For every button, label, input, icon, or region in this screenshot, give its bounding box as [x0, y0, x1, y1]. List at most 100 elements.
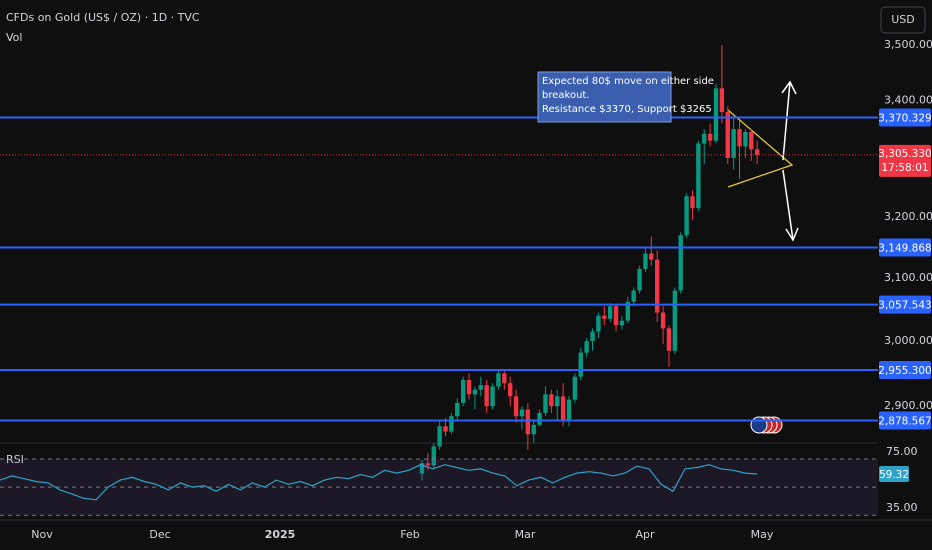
- candle-body: [549, 394, 554, 407]
- candle-body: [531, 424, 536, 435]
- time-label: Apr: [635, 528, 655, 541]
- triangle: [727, 109, 794, 188]
- candle-body: [590, 331, 595, 342]
- level-label: 3,149.868: [878, 242, 931, 254]
- candle-body: [425, 463, 431, 466]
- annotation-box: [537, 71, 672, 123]
- candle-body: [649, 253, 654, 260]
- candle-body: [666, 328, 672, 351]
- y-tick-label: 3,000.000: [884, 334, 932, 347]
- candle-body: [678, 235, 683, 291]
- candle-body: [719, 88, 725, 113]
- time-label: Dec: [149, 528, 170, 541]
- arrow-down: [782, 169, 794, 241]
- candle-body: [525, 409, 531, 435]
- level-label-box: [879, 360, 931, 379]
- arrow-up-head: [781, 80, 797, 95]
- candle-body: [643, 253, 648, 269]
- level-label: 3,057.543: [878, 300, 931, 312]
- candle-body: [543, 394, 548, 413]
- candle-body: [731, 129, 736, 159]
- candle-body: [684, 196, 689, 236]
- candle-body: [637, 268, 642, 291]
- currency-button[interactable]: [880, 6, 926, 34]
- candle-body: [537, 412, 542, 425]
- rsi-tick-label: 75.00: [886, 445, 918, 458]
- candle-body: [578, 352, 583, 377]
- level-label: 3,370.329: [878, 113, 931, 125]
- candle-body: [613, 306, 619, 326]
- event-icons[interactable]: [750, 416, 783, 434]
- candle-body: [478, 385, 483, 390]
- candle-body: [607, 306, 613, 319]
- last-price-box: [879, 144, 931, 177]
- rsi-last-box: [879, 466, 909, 483]
- candle-body: [472, 389, 478, 395]
- candle-body: [572, 376, 578, 400]
- time-label: May: [751, 528, 774, 541]
- level-label-box: [879, 411, 931, 430]
- arrow-up: [782, 81, 791, 161]
- candle-body: [596, 315, 601, 332]
- candle-body: [725, 112, 730, 159]
- arrow-down-head: [785, 227, 799, 242]
- level-label-box: [879, 238, 931, 257]
- candle-body: [519, 409, 525, 417]
- annotation-text: Resistance $3370, Support $3265: [542, 104, 712, 115]
- candle-body: [460, 379, 466, 403]
- currency[interactable]: USD: [891, 13, 915, 26]
- time-label: Feb: [400, 528, 419, 541]
- candle-body: [672, 290, 678, 351]
- candle-body: [754, 149, 760, 155]
- event-icon[interactable]: [750, 416, 768, 434]
- candle-body: [484, 385, 489, 407]
- candle-body: [419, 463, 425, 474]
- time-label: Mar: [515, 528, 536, 541]
- rsi-line: [0, 464, 758, 501]
- y-tick-label: 2,900.000: [884, 399, 932, 412]
- candle-body: [560, 396, 566, 420]
- rsi-tick-label: 35.00: [886, 501, 918, 514]
- candle-body: [737, 129, 742, 147]
- last-price-label: 3,305.330: [878, 148, 931, 160]
- time-label: Nov: [31, 528, 53, 541]
- candle-body: [749, 132, 754, 150]
- y-tick-label: 3,100.000: [884, 271, 932, 284]
- candle-body: [690, 196, 695, 209]
- candle-body: [502, 373, 507, 384]
- time-label: 2025: [265, 528, 296, 541]
- volume-label: Vol: [6, 31, 22, 44]
- candle-body: [625, 301, 630, 321]
- candle-body: [702, 133, 707, 144]
- candle-body: [449, 416, 454, 432]
- chart-title: CFDs on Gold (US$ / OZ) · 1D · TVC: [6, 11, 200, 24]
- candle-body: [437, 426, 442, 447]
- candle-body: [619, 320, 625, 326]
- pattern-drawing: [727, 109, 794, 188]
- candle-body: [696, 143, 701, 209]
- candle-body: [508, 383, 513, 397]
- candle-body: [466, 379, 472, 395]
- candle-body: [655, 259, 660, 313]
- candle-body: [602, 315, 607, 319]
- level-label-box: [879, 108, 931, 127]
- countdown: 17:58:01: [881, 162, 928, 174]
- y-tick-label: 3,200.000: [884, 210, 932, 223]
- candle-body: [743, 132, 748, 147]
- candle-body: [555, 396, 560, 407]
- level-label: 2,878.567: [878, 415, 931, 427]
- candles: [419, 45, 760, 481]
- candle-body: [496, 373, 501, 387]
- level-label: 2,955.300: [878, 365, 931, 377]
- y-tick-label: 3,500.000: [884, 38, 932, 51]
- level-label-box: [879, 295, 931, 314]
- rsi-last-label: 59.32: [879, 469, 909, 481]
- candle-body: [513, 396, 519, 417]
- candle-body: [660, 312, 666, 329]
- y-tick-label: 3,400.000: [884, 94, 932, 107]
- candle-body: [431, 446, 436, 466]
- candle-body: [490, 386, 495, 407]
- candle-body: [443, 426, 448, 432]
